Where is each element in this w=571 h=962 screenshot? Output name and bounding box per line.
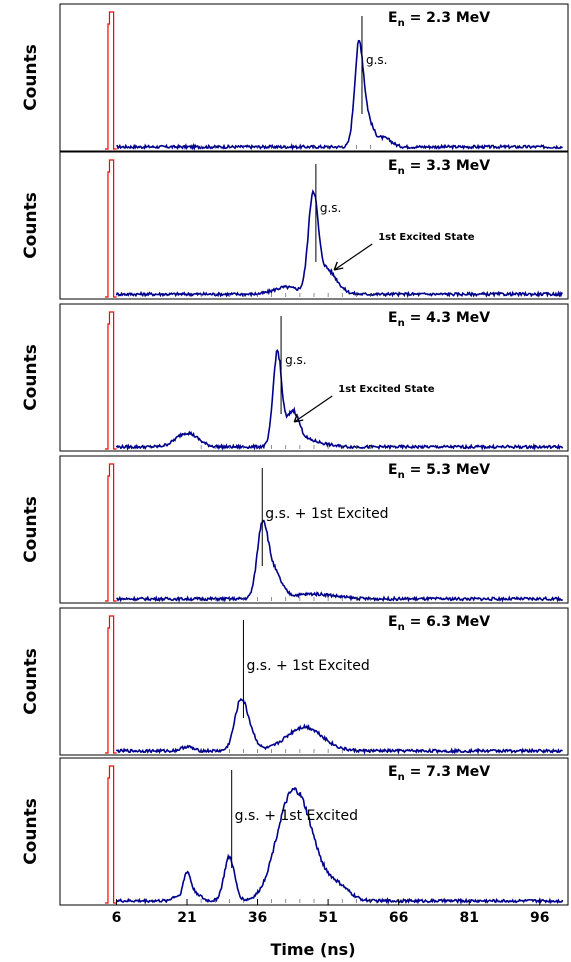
- annotation-arrow: [293, 395, 333, 423]
- panel-frame: [59, 757, 569, 906]
- spectrum-line: [115, 189, 563, 299]
- y-axis-label: Counts: [21, 798, 41, 865]
- panel-frame: [59, 151, 569, 300]
- peak-annotation: g.s.: [366, 53, 388, 67]
- peak-annotation: g.s.: [285, 353, 307, 367]
- x-axis: 6 21 36 51 66 81 96: [112, 899, 550, 926]
- panel-frame: [59, 455, 569, 604]
- spectrum-line: [115, 786, 564, 905]
- y-axis-label: Counts: [21, 192, 41, 259]
- x-tick-label: 66: [389, 910, 408, 926]
- x-tick-label: 6: [112, 910, 122, 926]
- reference-gamma-peak: [104, 159, 117, 298]
- panels-group: Counts En = 2.3 MeV g.s. Counts En = 3.3 MeV…: [21, 3, 569, 906]
- reference-gamma-peak: [104, 311, 117, 450]
- y-axis-label: Counts: [21, 344, 41, 411]
- y-axis-label: Counts: [21, 648, 41, 715]
- arrow-head: [333, 261, 344, 271]
- peak-annotation: g.s. + 1st Excited: [246, 658, 369, 674]
- excited-state-annotation: 1st Excited State: [338, 384, 435, 395]
- panel-4: Counts En = 5.3 MeV g.s. + 1st Excited: [21, 455, 569, 604]
- energy-label: En = 7.3 MeV: [388, 764, 490, 783]
- peak-annotation: g.s. + 1st Excited: [235, 808, 358, 824]
- x-tick-label: 96: [530, 910, 549, 926]
- x-tick-label: 51: [318, 910, 337, 926]
- panel-6: Counts En = 7.3 MeV g.s. + 1st Excited: [21, 757, 569, 906]
- annotation-arrow: [333, 243, 373, 271]
- peak-annotation: g.s. + 1st Excited: [265, 506, 388, 522]
- spectrum-line: [116, 519, 564, 603]
- reference-gamma-peak: [104, 11, 117, 150]
- panel-frame: [59, 3, 569, 152]
- reference-gamma-peak: [104, 463, 117, 602]
- x-tick-label: 21: [177, 910, 196, 926]
- energy-label: En = 5.3 MeV: [388, 462, 490, 481]
- x-axis-title: Time (ns): [270, 940, 355, 959]
- x-tick-label: 36: [248, 910, 267, 926]
- panel-frame: [59, 607, 569, 756]
- peak-annotation: g.s.: [320, 201, 342, 215]
- spectrum-line: [116, 39, 564, 151]
- panel-2: Counts En = 3.3 MeV g.s. 1st Excited State: [21, 151, 569, 300]
- panel-5: Counts En = 6.3 MeV g.s. + 1st Excited: [21, 607, 569, 756]
- panel-1: Counts En = 2.3 MeV g.s.: [21, 3, 569, 152]
- y-axis-label: Counts: [21, 496, 41, 563]
- excited-state-annotation: 1st Excited State: [378, 232, 475, 243]
- spectrum-line: [115, 348, 564, 451]
- x-tick-label: 81: [459, 910, 478, 926]
- energy-label: En = 4.3 MeV: [388, 310, 490, 329]
- y-axis-label: Counts: [21, 44, 41, 111]
- reference-gamma-peak: [104, 765, 117, 904]
- arrow-head: [293, 413, 304, 423]
- energy-label: En = 3.3 MeV: [388, 158, 490, 177]
- reference-gamma-peak: [104, 615, 117, 754]
- panel-3: Counts En = 4.3 MeV g.s. 1st Excited State: [21, 303, 569, 452]
- spectrum-line: [115, 697, 563, 755]
- panel-frame: [59, 303, 569, 452]
- energy-label: En = 2.3 MeV: [388, 10, 490, 29]
- energy-label: En = 6.3 MeV: [388, 614, 490, 633]
